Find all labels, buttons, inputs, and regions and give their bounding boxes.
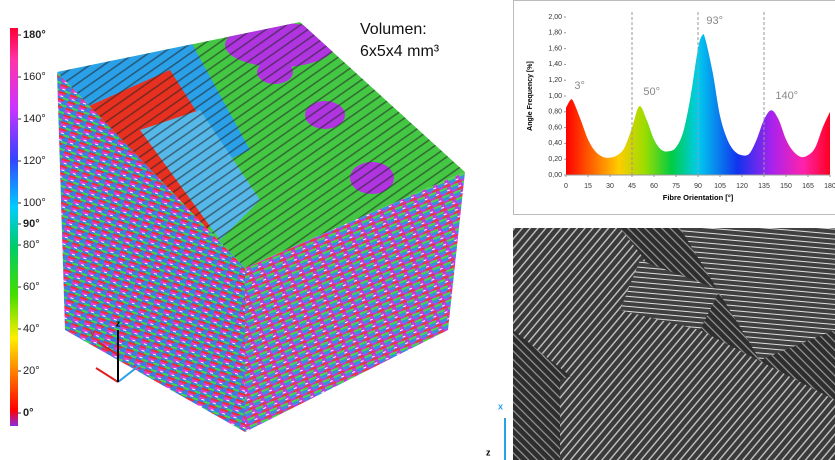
x-tick-label: 0 <box>564 183 568 190</box>
x-tick-label: 105 <box>714 183 726 190</box>
y-tick-label: 1,60 <box>548 45 562 52</box>
x-axis-title: Fibre Orientation [°] <box>663 193 734 202</box>
annotation: 50° <box>643 86 660 98</box>
y-tick-label: 0,40 <box>548 140 562 147</box>
axis-x: x <box>145 344 150 354</box>
micro-axis-x: x <box>498 401 503 411</box>
volume-label: Volumen: <box>360 21 427 38</box>
colorbar-label: 160° <box>23 71 46 83</box>
x-tick-label: 165 <box>802 183 814 190</box>
x-tick-label: 135 <box>758 183 770 190</box>
y-tick-label: 1,20 <box>548 77 562 84</box>
annotation: 140° <box>775 90 798 102</box>
micro-axis-z: z <box>486 447 491 457</box>
x-tick-label: 120 <box>736 183 748 190</box>
x-tick-label: 75 <box>672 183 680 190</box>
y-tick-label: 0,60 <box>548 124 562 131</box>
y-tick-label: 1,00 <box>548 93 562 100</box>
render-3d: z y x Volumen: 6x5x4 mm³ <box>10 21 465 432</box>
figure: z y x Volumen: 6x5x4 mm³ x z 0° 20° 40° 60°… <box>0 0 835 460</box>
x-tick-label: 30 <box>606 183 614 190</box>
y-axis-title: Angle Frequency [%] <box>527 61 534 131</box>
x-tick-label: 60 <box>650 183 658 190</box>
x-tick-label: 15 <box>584 183 592 190</box>
y-tick-label: 0,20 <box>548 156 562 163</box>
colorbar-label: 120° <box>23 155 46 167</box>
colorbar-label: 90° <box>23 218 40 230</box>
x-tick-label: 45 <box>628 183 636 190</box>
colorbar-label: 100° <box>23 197 46 209</box>
x-tick-label: 180 <box>824 183 835 190</box>
colorbar-label: 40° <box>23 323 40 335</box>
axis-z: z <box>116 318 121 328</box>
x-tick-label: 150 <box>780 183 792 190</box>
colorbar-label: 140° <box>23 113 46 125</box>
colorbar-label: 20° <box>23 365 40 377</box>
y-tick-label: 2,00 <box>548 14 562 21</box>
x-tick-label: 90 <box>694 183 702 190</box>
annotation: 93° <box>706 15 723 27</box>
y-tick-label: 0,00 <box>548 172 562 179</box>
colorbar-label: 180° <box>23 29 46 41</box>
colorbar-label: 60° <box>23 281 40 293</box>
volume-label: 6x5x4 mm³ <box>360 43 440 60</box>
y-tick-label: 1,40 <box>548 61 562 68</box>
axis-y: y <box>90 327 95 337</box>
colorbar-label: 0° <box>23 407 34 419</box>
micrograph <box>513 228 835 460</box>
y-tick-label: 0,80 <box>548 109 562 116</box>
y-tick-label: 1,80 <box>548 30 562 37</box>
annotation: 3° <box>574 80 585 92</box>
colorbar-label: 80° <box>23 239 40 251</box>
